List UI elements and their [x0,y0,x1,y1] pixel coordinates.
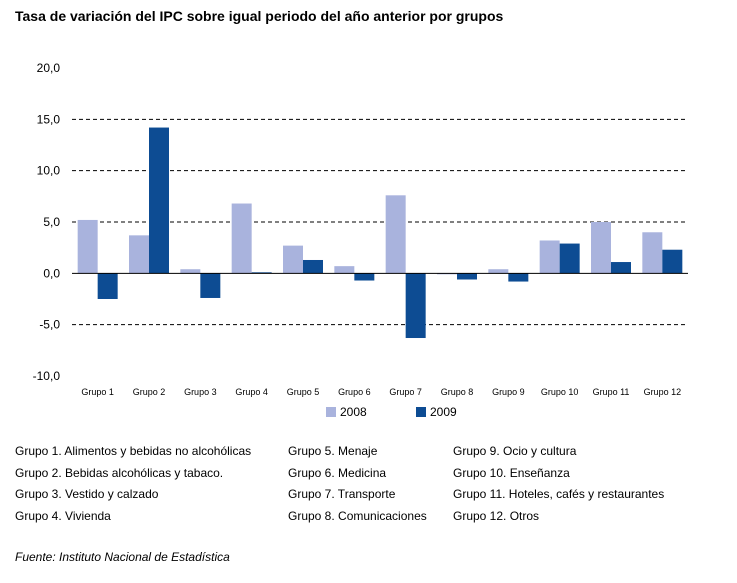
group-label: Grupo 4. Vivienda [15,508,111,523]
group-label: Grupo 8. Comunicaciones [288,508,427,523]
x-tick-label: Grupo 9 [492,387,525,397]
bar-2009 [354,273,375,281]
bar-2008 [385,195,406,274]
x-tick-label: Grupo 5 [287,387,320,397]
y-tick-label: 15,0 [37,112,61,126]
bar-2009 [97,273,118,299]
bar-2008 [77,219,98,274]
bar-2008 [334,266,355,274]
bar-2009 [611,262,631,274]
legend-label-2009: 2009 [430,405,457,419]
y-tick-label: 5,0 [43,215,60,229]
x-tick-label: Grupo 3 [184,387,217,397]
group-label: Grupo 9. Ocio y cultura [453,444,577,458]
bar-2008 [539,240,560,274]
x-tick-label: Grupo 12 [644,387,682,397]
bar-2009 [303,259,323,274]
bar-2009 [200,273,221,298]
chart-title: Tasa de variación del IPC sobre igual pe… [15,8,504,24]
y-tick-label: 10,0 [37,164,61,178]
y-tick-label: -10,0 [33,369,61,383]
bar-2008 [642,232,663,274]
legend-label-2008: 2008 [340,405,367,419]
y-tick-label: 0,0 [43,266,60,280]
legend-swatch-2008 [326,407,336,417]
bar-2008 [591,222,611,274]
group-column-1: Grupo 1. Alimentos y bebidas no alcohóli… [15,444,251,530]
y-tick-label: 20,0 [37,61,61,75]
group-column-2: Grupo 5. Menaje Grupo 6. Medicina Grupo … [288,444,427,530]
x-tick-label: Grupo 10 [541,387,579,397]
legend-item-2009: 2009 [416,405,457,419]
bar-2009 [405,273,426,339]
bar-2008 [283,245,303,274]
bar-2008 [180,269,201,274]
bar-2009 [149,127,169,274]
x-tick-label: Grupo 7 [389,387,422,397]
legend-item-2008: 2008 [326,405,367,419]
x-tick-label: Grupo 11 [593,387,630,397]
bar-2009 [251,272,272,274]
bar-2008 [129,235,149,274]
group-label: Grupo 2. Bebidas alcohólicas y tabaco. [15,465,224,480]
x-tick-label: Grupo 8 [441,387,474,397]
legend-swatch-2009 [416,407,426,417]
x-tick-label: Grupo 6 [338,387,371,397]
group-label: Grupo 6. Medicina [288,465,387,480]
y-tick-label: -5,0 [39,318,60,332]
group-label: Grupo 1. Alimentos y bebidas no alcohóli… [15,444,252,458]
source-note: Fuente: Instituto Nacional de Estadístic… [15,550,230,564]
bar-2009 [457,273,477,280]
group-label: Grupo 12. Otros [453,508,540,523]
x-tick-label: Grupo 2 [133,387,166,397]
group-label: Grupo 11. Hoteles, cafés y restaurantes [453,487,665,501]
bar-2008 [437,273,457,275]
bar-2009 [662,249,683,274]
x-tick-label: Grupo 1 [81,387,114,397]
bar-chart: 20,0 15,0 10,0 5,0 0,0 -5,0 -10,0 Grupo 1 Grupo … [33,61,688,397]
x-tick-label: Grupo 4 [235,387,268,397]
legend: 2008 2009 [0,405,737,425]
bar-2008 [488,269,509,274]
group-column-3: Grupo 9. Ocio y cultura Grupo 10. Enseña… [453,444,664,530]
bar-2008 [231,203,252,274]
group-label: Grupo 5. Menaje [288,444,378,458]
bar-2009 [508,273,529,282]
group-label: Grupo 7. Transporte [288,487,396,501]
group-label: Grupo 10. Enseñanza [453,465,570,480]
bar-2009 [559,243,580,274]
group-label: Grupo 3. Vestido y calzado [15,487,159,501]
